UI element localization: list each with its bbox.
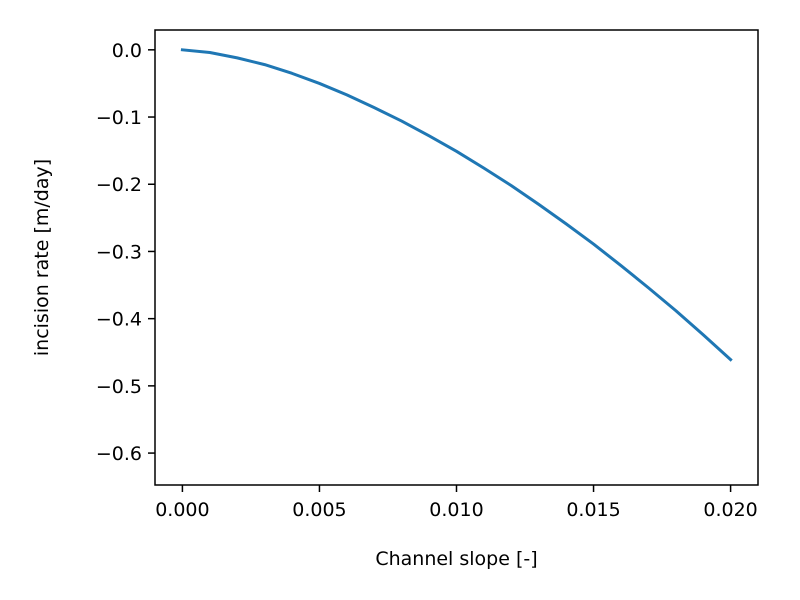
y-axis: 0.0 −0.1 −0.2 −0.3 −0.4 −0.5 −0.6 [96, 40, 155, 465]
plot-area [180, 48, 733, 362]
x-tick-label: 0.020 [703, 499, 757, 521]
y-tick-label: −0.3 [96, 241, 142, 263]
x-axis-label: Channel slope [-] [375, 548, 537, 570]
series-line [180, 48, 733, 362]
y-tick-label: −0.4 [96, 309, 142, 331]
y-axis-label: incision rate [m/day] [31, 159, 53, 356]
x-tick-label: 0.005 [292, 499, 346, 521]
y-tick-label: −0.5 [96, 376, 142, 398]
y-tick-label: −0.1 [96, 107, 142, 129]
y-tick-label: −0.2 [96, 174, 142, 196]
y-tick-label: −0.6 [96, 443, 142, 465]
x-axis: 0.000 0.005 0.010 0.015 0.020 [155, 485, 758, 521]
x-tick-label: 0.000 [155, 499, 209, 521]
x-tick-label: 0.010 [429, 499, 483, 521]
x-tick-label: 0.015 [566, 499, 620, 521]
y-tick-label: 0.0 [112, 40, 142, 62]
